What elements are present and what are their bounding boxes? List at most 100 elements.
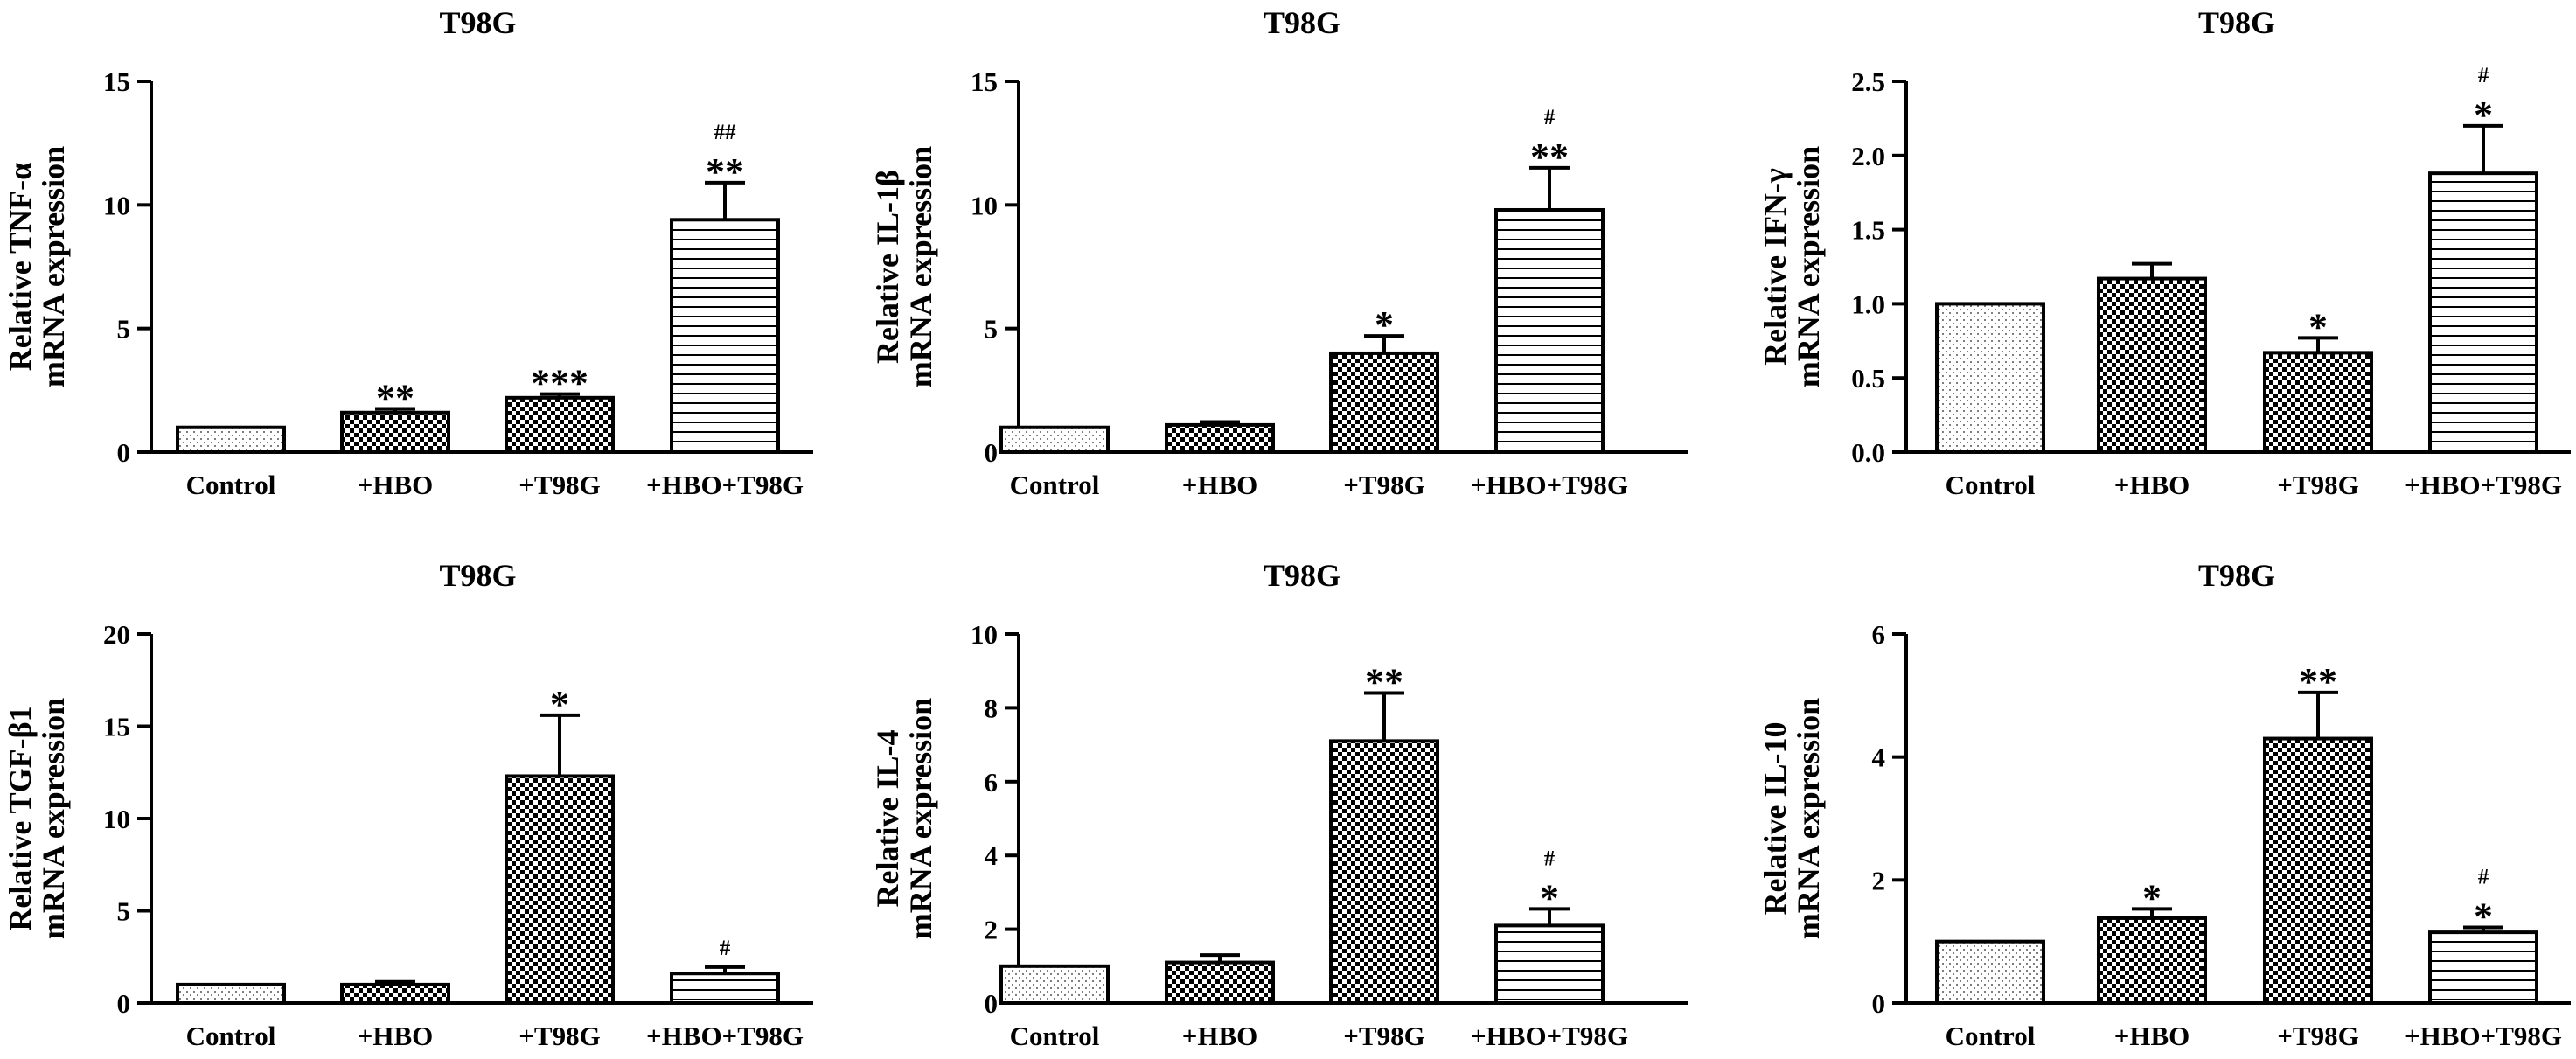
y-tick-label: 5 xyxy=(117,314,131,345)
y-tick-label: 4 xyxy=(985,840,999,871)
x-category-label: +HBO+T98G xyxy=(1471,1021,1628,1051)
chart-title: T98G xyxy=(439,558,516,593)
bar-hbot98g xyxy=(1494,207,1605,454)
y-tick-label: 0 xyxy=(117,437,131,468)
bar-control xyxy=(176,982,286,1006)
bar-hbot98g xyxy=(1494,923,1605,1006)
x-category-label: +HBO+T98G xyxy=(2405,470,2562,500)
x-category-label: +T98G xyxy=(1343,470,1424,500)
significance-label: *** xyxy=(531,362,588,405)
y-axis-label: Relative IL-10 xyxy=(1758,722,1793,916)
bar-control xyxy=(1935,939,2045,1005)
y-tick-label: 0.0 xyxy=(1851,437,1885,468)
x-category-label: +HBO+T98G xyxy=(2405,1021,2562,1051)
bar-t98g xyxy=(2263,736,2373,1005)
y-tick-label: 2 xyxy=(1872,865,1886,895)
y-axis-label: mRNA expression xyxy=(903,698,938,939)
y-tick-label: 2 xyxy=(985,915,999,945)
bar-control xyxy=(1935,302,2045,454)
x-category-label: +HBO+T98G xyxy=(1471,470,1628,500)
x-category-label: +HBO+T98G xyxy=(646,470,804,500)
y-tick-label: 10 xyxy=(103,190,130,220)
chart-title: T98G xyxy=(1264,558,1340,593)
y-tick-label: 20 xyxy=(103,619,130,650)
y-axis-label: Relative IFN-γ xyxy=(1758,168,1793,366)
bar-t98g xyxy=(2263,351,2373,455)
y-tick-label: 0 xyxy=(985,437,999,468)
x-category-label: +HBO xyxy=(1182,470,1258,500)
significance-label: ** xyxy=(706,150,744,193)
y-tick-label: 15 xyxy=(971,66,998,97)
y-tick-label: 5 xyxy=(985,314,999,345)
significance-label: * xyxy=(2474,94,2493,136)
y-tick-label: 0 xyxy=(985,988,999,1019)
bar-t98g xyxy=(505,774,615,1005)
y-tick-label: 2.0 xyxy=(1851,141,1885,171)
y-axis-label: Relative TNF-α xyxy=(3,163,38,371)
y-tick-label: 15 xyxy=(103,712,130,742)
y-tick-label: 8 xyxy=(985,693,999,723)
y-axis-label: mRNA expression xyxy=(1791,698,1826,939)
x-category-label: +T98G xyxy=(2277,470,2358,500)
x-category-label: +T98G xyxy=(1343,1021,1424,1051)
significance-label: ** xyxy=(1530,136,1569,178)
bar-hbo xyxy=(2097,276,2207,454)
bar-t98g xyxy=(505,395,615,454)
significance-label: ** xyxy=(376,377,414,420)
y-tick-label: 6 xyxy=(985,767,999,798)
bar-hbot98g xyxy=(670,972,780,1005)
x-category-label: +HBO xyxy=(358,470,434,500)
x-category-label: +T98G xyxy=(519,1021,600,1051)
chart-title: T98G xyxy=(439,5,516,40)
x-category-label: +HBO xyxy=(2114,470,2190,500)
y-axis-label: mRNA expression xyxy=(903,146,938,387)
chart-title: T98G xyxy=(2198,5,2275,40)
bar-hbo xyxy=(1165,960,1275,1005)
y-tick-label: 15 xyxy=(103,66,130,97)
y-tick-label: 6 xyxy=(1872,619,1886,650)
bar-hbot98g xyxy=(670,218,780,454)
x-category-label: Control xyxy=(1946,1021,2036,1051)
bar-hbot98g xyxy=(2428,171,2538,454)
bar-hbo xyxy=(2097,916,2207,1005)
x-category-label: Control xyxy=(186,1021,276,1051)
x-category-label: +HBO xyxy=(358,1021,434,1051)
significance-label: * xyxy=(2142,876,2162,919)
y-tick-label: 0.5 xyxy=(1851,363,1885,394)
y-tick-label: 10 xyxy=(103,804,130,834)
significance-label: * xyxy=(2474,895,2493,937)
chart-title: T98G xyxy=(1264,5,1340,40)
chart-title: T98G xyxy=(2198,558,2275,593)
hash-significance-label: # xyxy=(2478,865,2489,888)
x-category-label: +T98G xyxy=(519,470,600,500)
bar-t98g xyxy=(1329,739,1439,1005)
x-category-label: +HBO xyxy=(2114,1021,2190,1051)
y-axis-label: mRNA expression xyxy=(36,146,71,387)
y-tick-label: 10 xyxy=(971,619,998,650)
significance-label: ** xyxy=(2299,660,2337,703)
bar-control xyxy=(176,425,286,455)
hash-significance-label: # xyxy=(1544,847,1556,870)
y-axis-label: Relative TGF-β1 xyxy=(3,706,38,930)
y-tick-label: 1.0 xyxy=(1851,289,1885,319)
significance-label: * xyxy=(550,683,569,726)
y-tick-label: 0 xyxy=(1872,988,1886,1019)
y-tick-label: 10 xyxy=(971,190,998,220)
bar-control xyxy=(999,964,1110,1006)
hash-significance-label: # xyxy=(2478,64,2489,87)
x-category-label: Control xyxy=(1010,470,1100,500)
x-category-label: +HBO+T98G xyxy=(646,1021,804,1051)
significance-label: * xyxy=(1540,876,1559,919)
x-category-label: +T98G xyxy=(2277,1021,2358,1051)
x-category-label: Control xyxy=(1946,470,2036,500)
x-category-label: +HBO xyxy=(1182,1021,1258,1051)
y-axis-label: Relative IL-1β xyxy=(870,170,905,364)
y-tick-label: 5 xyxy=(117,896,131,927)
